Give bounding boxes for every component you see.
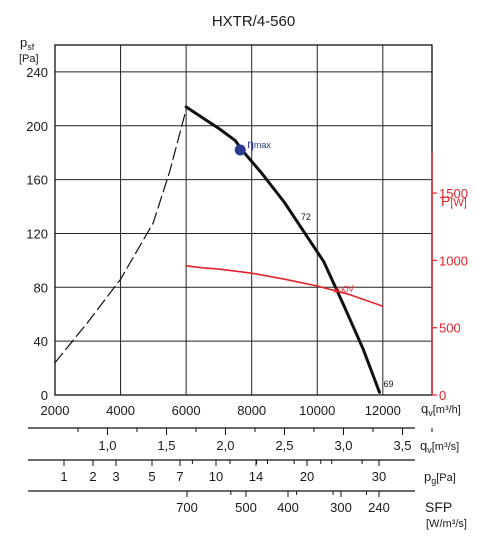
annotation-400v: 400V	[333, 283, 355, 296]
x-tick-label: 8000	[237, 403, 266, 418]
scale-qv-m3s-label: 1,5	[157, 438, 175, 453]
plot-frame	[54, 44, 433, 396]
power-curve	[185, 265, 384, 307]
x-axis-label: qv[m³/h]	[421, 401, 461, 418]
y-left-tick-label: 120	[26, 226, 48, 241]
scale-pg-label: 20	[300, 469, 314, 484]
y-left-tick-label: 40	[34, 334, 48, 349]
scale-pg-label: 3	[112, 469, 119, 484]
scale-pg-label: 14	[249, 469, 263, 484]
x-tick-label: 4000	[106, 403, 135, 418]
eta-max-marker	[234, 144, 246, 156]
eta-max-label: ηmax	[247, 137, 271, 151]
x-tick-label: 6000	[172, 403, 201, 418]
y-right-tick-label: 500	[439, 321, 461, 336]
x-tick-label: 2000	[41, 403, 70, 418]
annotation-72: 72	[301, 212, 311, 222]
scale-pg-label: 5	[148, 469, 155, 484]
scale-sfp-label: 700	[176, 500, 198, 515]
y-left-axis-unit: [Pa]	[19, 53, 39, 65]
scale-pg-label: 30	[372, 469, 386, 484]
y-left-tick-label: 160	[26, 173, 48, 188]
scale-pg-label: 7	[176, 469, 183, 484]
scale-sfp-label: 400	[277, 500, 299, 515]
scale-pg-label: 10	[209, 469, 223, 484]
scale-qv-m3s-axis-label: qv[m³/s]	[420, 438, 459, 455]
y-left-tick-label: 240	[26, 65, 48, 80]
scale-qv-m3s-label: 2,0	[216, 438, 234, 453]
scale-sfp-label: 300	[330, 500, 352, 515]
y-right-axis-label: P[W]	[441, 193, 467, 209]
y-right-tick-label: 1000	[439, 253, 468, 268]
scale-qv-m3s-label: 1,0	[98, 438, 116, 453]
scale-pg-label: 1	[60, 469, 67, 484]
scale-sfp-label: 240	[368, 500, 390, 515]
scale-qv-m3s-label: 3,0	[334, 438, 352, 453]
unstable-pressure-curve-dashed	[54, 109, 187, 364]
scale-pg-label: 2	[89, 469, 96, 484]
scale-sfp-axis-label: SFP	[425, 499, 452, 515]
annotation-69: 69	[383, 379, 393, 389]
y-left-tick-label: 200	[26, 119, 48, 134]
pressure-curve	[184, 105, 381, 394]
scale-qv-m3s-label: 3,5	[393, 438, 411, 453]
grid	[55, 45, 432, 395]
x-tick-label: 10000	[299, 403, 335, 418]
y-right-tick-label: 1500	[439, 186, 468, 201]
scale-qv-m3s-label: 2,5	[275, 438, 293, 453]
scale-sfp-axis-unit: [W/m³/s]	[426, 518, 467, 530]
scale-pg-axis-label: pg[Pa]	[424, 469, 456, 486]
x-tick-label: 12000	[365, 403, 401, 418]
y-left-tick-label: 0	[41, 388, 48, 403]
y-right-tick-label: 0	[439, 388, 446, 403]
y-left-axis-label: psf	[20, 35, 35, 52]
y-left-tick-label: 80	[34, 280, 48, 295]
chart-title: HXTR/4-560	[212, 13, 295, 30]
scale-sfp-label: 500	[235, 500, 257, 515]
